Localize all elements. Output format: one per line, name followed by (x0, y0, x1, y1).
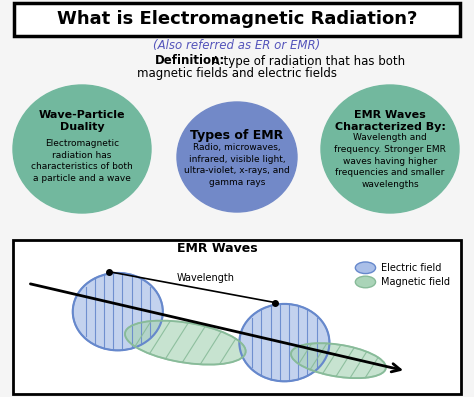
Text: magnetic fields and electric fields: magnetic fields and electric fields (137, 67, 337, 79)
Text: Wavelength: Wavelength (177, 273, 235, 283)
Ellipse shape (73, 273, 163, 350)
Ellipse shape (321, 85, 459, 213)
FancyBboxPatch shape (13, 240, 461, 394)
Text: Definition:: Definition: (155, 54, 225, 67)
Text: A type of radiation that has both: A type of radiation that has both (208, 54, 405, 67)
Ellipse shape (239, 304, 329, 381)
Text: (Also referred as ER or EMR): (Also referred as ER or EMR) (154, 39, 320, 52)
Text: Magnetic field: Magnetic field (381, 277, 450, 287)
Ellipse shape (356, 276, 375, 288)
Text: Electric field: Electric field (381, 263, 442, 273)
Text: Types of EMR: Types of EMR (191, 129, 283, 141)
Text: Wavelength and
frequency. Stronger EMR
waves having higher
frequencies and small: Wavelength and frequency. Stronger EMR w… (334, 133, 446, 189)
Ellipse shape (125, 321, 246, 364)
FancyBboxPatch shape (14, 3, 460, 36)
Ellipse shape (356, 262, 375, 274)
Text: What is Electromagnetic Radiation?: What is Electromagnetic Radiation? (57, 10, 417, 28)
Ellipse shape (13, 85, 151, 213)
Text: Electromagnetic
radiation has
characteristics of both
a particle and a wave: Electromagnetic radiation has characteri… (31, 139, 133, 183)
Ellipse shape (291, 343, 386, 378)
Text: EMR Waves: EMR Waves (176, 242, 257, 255)
Text: Wave-Particle
Duality: Wave-Particle Duality (39, 110, 125, 132)
Ellipse shape (177, 102, 297, 212)
Text: Radio, microwaves,
infrared, visible light,
ultra-violet, x-rays, and
gamma rays: Radio, microwaves, infrared, visible lig… (184, 143, 290, 187)
Text: EMR Waves
Characterized By:: EMR Waves Characterized By: (335, 110, 446, 132)
